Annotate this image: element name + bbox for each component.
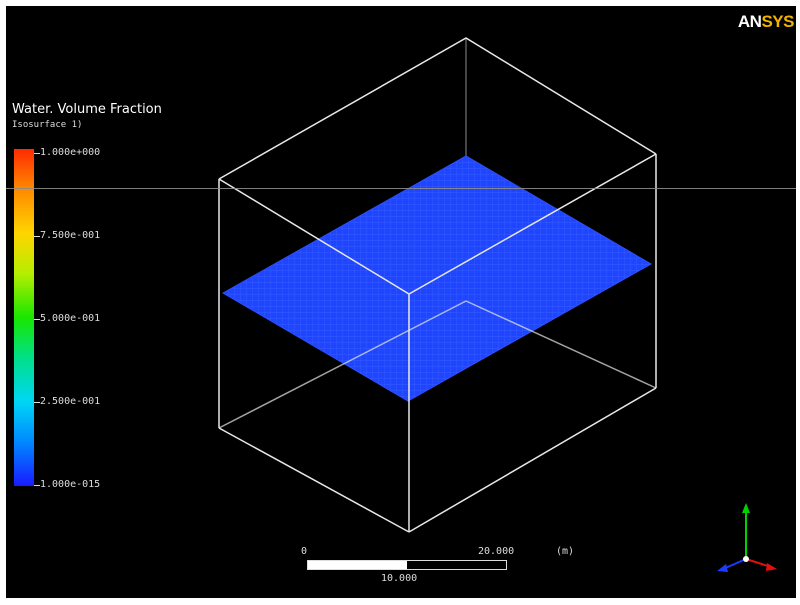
bounding-box-front xyxy=(218,153,657,533)
scene-render xyxy=(218,37,657,533)
legend-tick xyxy=(34,153,40,154)
legend-tick-label: 7.500e-001 xyxy=(40,230,101,241)
axis-triad-icon[interactable] xyxy=(701,491,781,581)
logo-prefix: AN xyxy=(737,12,762,31)
legend-tick-label: 1.000e-015 xyxy=(40,479,101,490)
legend-tick-label: 1.000e+000 xyxy=(40,147,101,158)
bounding-box-back xyxy=(218,37,657,180)
ansys-logo: ANSYS xyxy=(737,12,795,32)
legend-tick xyxy=(34,402,40,403)
legend-tick xyxy=(34,485,40,486)
scale-max-label: 20.000 xyxy=(478,546,515,557)
legend-tick xyxy=(34,236,40,237)
scale-bar xyxy=(307,560,507,570)
viewport-3d[interactable]: ANSYS Water. Volume Fraction Isosurface … xyxy=(6,6,796,598)
horizontal-guide-line xyxy=(6,188,796,189)
legend-tick xyxy=(34,319,40,320)
legend-tick-label: 5.000e-001 xyxy=(40,313,101,324)
logo-suffix: SYS xyxy=(761,12,794,31)
scale-zero-label: 0 xyxy=(301,546,308,557)
scale-bar-fill xyxy=(308,561,407,569)
legend-subtitle: Isosurface 1) xyxy=(12,120,83,130)
scale-mid-label: 10.000 xyxy=(381,573,418,584)
legend-tick-label: 2.500e-001 xyxy=(40,396,101,407)
legend-title: Water. Volume Fraction xyxy=(12,102,162,117)
legend-colorbar xyxy=(14,149,34,486)
scale-unit-label: (m) xyxy=(556,546,575,557)
